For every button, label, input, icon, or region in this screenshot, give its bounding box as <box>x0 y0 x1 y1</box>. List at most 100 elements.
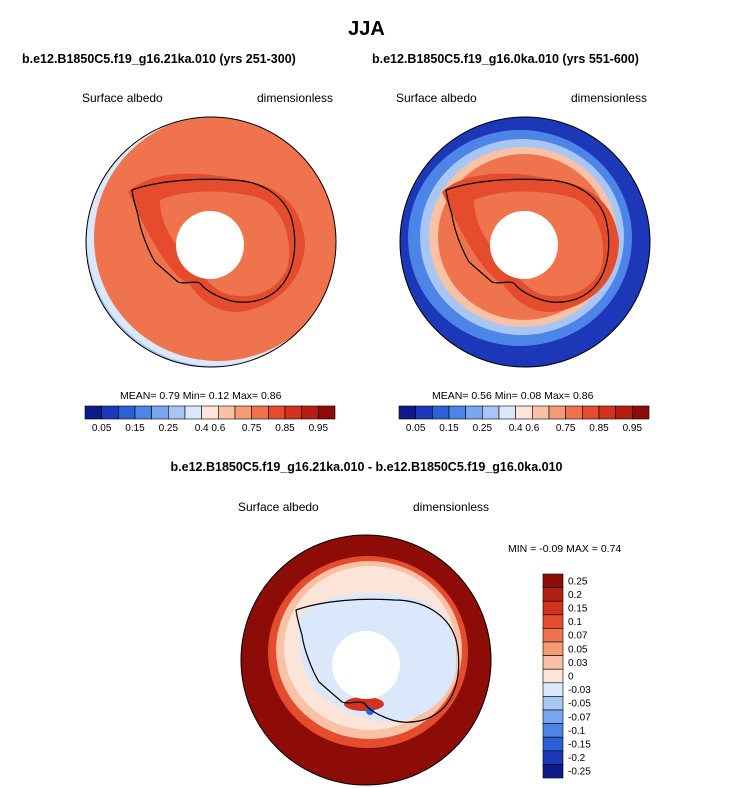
diff-min-value: -0.09 <box>539 543 564 555</box>
panel2-colorbar: 0.05 0.15 0.25 0.4 0.6 0.75 0.85 0.95 <box>398 405 650 434</box>
panel2-variable-label: Surface albedo <box>396 91 477 105</box>
diff-colorbar-swatch-7 <box>542 668 564 684</box>
panel1-mean-value: 0.79 <box>159 390 180 402</box>
diff-variable-label: Surface albedo <box>238 500 319 514</box>
diff-colorbar-tick-14: -0.25 <box>568 767 591 778</box>
panel2-colorbar-swatch-11 <box>582 405 600 420</box>
panel1-mean-label: MEAN= <box>120 390 157 402</box>
panel1-colorbar: 0.05 0.15 0.25 0.4 0.6 0.75 0.85 0.95 <box>84 405 336 434</box>
panel2-colorbar-swatch-7 <box>515 405 533 420</box>
panel2-colorbar-swatch-4 <box>465 405 483 420</box>
diff-colorbar-swatch-14 <box>542 764 564 779</box>
panel1-colorbar-tick-6: 0.85 <box>275 423 295 434</box>
panel1-max-value: 0.86 <box>260 390 282 402</box>
panel2-colorbar-tick-0: 0.05 <box>406 423 426 434</box>
panel1-colorbar-swatch-11 <box>268 405 286 420</box>
diff-colorbar-swatch-0 <box>542 573 564 588</box>
panel1-colorbar-swatch-5 <box>168 405 186 420</box>
panel1-colorbar-tick-7: 0.95 <box>309 423 329 434</box>
panel1-colorbar-swatch-14 <box>318 405 336 420</box>
diff-colorbar-tick-13: -0.2 <box>568 753 586 764</box>
diff-colorbar-swatch-8 <box>542 682 564 697</box>
diff-colorbar-tick-3: 0.1 <box>568 617 582 628</box>
panel2-colorbar-swatch-5 <box>482 405 500 420</box>
diff-anomaly-blue <box>366 707 374 715</box>
panel1-max-label: Max= <box>232 390 259 402</box>
diff-colorbar-swatch-2 <box>542 600 564 616</box>
panel2-field-band2 <box>420 139 624 335</box>
diff-title: b.e12.B1850C5.f19_g16.21ka.010 - b.e12.B… <box>170 460 563 474</box>
panel1-colorbar-swatch-10 <box>251 405 269 420</box>
panel2-max-value: 0.86 <box>572 390 594 402</box>
diff-max-value: 0.74 <box>600 543 622 555</box>
panel1-min-label: Min= <box>182 390 206 402</box>
panel1-stats: MEAN= 0.79 Min= 0.12 Max= 0.86 <box>120 390 281 402</box>
diff-band2 <box>276 561 462 739</box>
panel2-mean-label: MEAN= <box>432 390 469 402</box>
panel1-colorbar-swatch-6 <box>184 405 202 420</box>
panel1-variable-label: Surface albedo <box>82 91 163 105</box>
diff-colorbar-swatch-1 <box>542 587 564 602</box>
diff-colorbar-swatch-13 <box>542 750 564 765</box>
diff-colorbar-tick-12: -0.15 <box>568 740 591 751</box>
panel2-title: b.e12.B1850C5.f19_g16.0ka.010 (yrs 551-6… <box>372 52 639 66</box>
diff-colorbar-tick-9: -0.05 <box>568 699 591 710</box>
diff-max-label: MAX = <box>566 543 598 555</box>
diff-units-label: dimensionless <box>413 500 490 514</box>
panel1-colorbar-swatch-12 <box>284 405 302 420</box>
diff-colorbar-swatch-9 <box>542 696 564 711</box>
panel2-colorbar-swatch-8 <box>532 405 550 420</box>
diff-min-label: MIN = <box>508 543 537 555</box>
diff-colorbar-tick-8: -0.03 <box>568 685 591 696</box>
diff-colorbar-tick-2: 0.15 <box>568 604 588 615</box>
panel1-title: b.e12.B1850C5.f19_g16.21ka.010 (yrs 251-… <box>22 52 296 66</box>
panel1-colorbar-tick-3: 0.4 <box>195 423 209 434</box>
diff-colorbar-tick-4: 0.07 <box>568 631 588 642</box>
diff-colorbar-tick-1: 0.2 <box>568 590 582 601</box>
panel2-min-value: 0.08 <box>520 390 542 402</box>
panel2-colorbar-swatch-1 <box>415 405 433 420</box>
panel2-colorbar-tick-4: 0.6 <box>525 423 539 434</box>
panel2-colorbar-swatch-10 <box>565 405 583 420</box>
diff-colorbar-tick-10: -0.07 <box>568 712 591 723</box>
panel2-max-label: Max= <box>544 390 571 402</box>
panel2-colorbar-swatch-3 <box>448 405 466 420</box>
panel2-colorbar-tick-5: 0.75 <box>556 423 576 434</box>
panel1-colorbar-tick-0: 0.05 <box>92 423 112 434</box>
page-title: JJA <box>348 18 385 40</box>
panel2-field-band1 <box>408 130 632 346</box>
panel1-min-value: 0.12 <box>208 390 230 402</box>
diff-colorbar-tick-6: 0.03 <box>568 658 588 669</box>
panel1-colorbar-swatch-7 <box>201 405 219 420</box>
panel2-colorbar-swatch-2 <box>432 405 450 420</box>
panel1-ice-interior <box>160 191 290 297</box>
diff-colorbar-tick-11: -0.1 <box>568 726 586 737</box>
diff-coastline <box>295 598 460 723</box>
panel2-colorbar-tick-2: 0.25 <box>473 423 493 434</box>
panel1-colorbar-swatch-0 <box>84 405 102 420</box>
panel2-stats: MEAN= 0.56 Min= 0.08 Max= 0.86 <box>432 390 593 402</box>
diff-band1 <box>268 556 468 748</box>
diff-colorbar-swatch-10 <box>542 709 564 724</box>
diff-colorbar-swatch-5 <box>542 641 564 656</box>
panel2-coastline <box>445 178 610 303</box>
panel1-colorbar-tick-1: 0.15 <box>125 423 145 434</box>
panel1-coastline <box>131 178 296 303</box>
panel1-colorbar-swatch-3 <box>134 405 152 420</box>
panel1-colorbar-swatch-2 <box>118 405 136 420</box>
diff-colorbar-swatch-11 <box>542 723 564 738</box>
panel2-colorbar-tick-3: 0.4 <box>509 423 523 434</box>
panel1-ice-sheet <box>128 173 305 312</box>
panel1-colorbar-swatch-8 <box>218 405 236 420</box>
panel2-units-label: dimensionless <box>571 91 648 105</box>
panel1-colorbar-swatch-9 <box>234 405 252 420</box>
panel2-pole-hole <box>490 211 558 279</box>
panel2-colorbar-swatch-13 <box>615 405 633 420</box>
diff-colorbar-tick-5: 0.05 <box>568 644 588 655</box>
panel1-field-light <box>87 117 336 366</box>
diff-outer-field <box>241 535 491 785</box>
panel2-field-main <box>438 154 610 320</box>
panel2-colorbar-swatch-14 <box>632 405 650 420</box>
panel2-colorbar-swatch-12 <box>598 405 616 420</box>
